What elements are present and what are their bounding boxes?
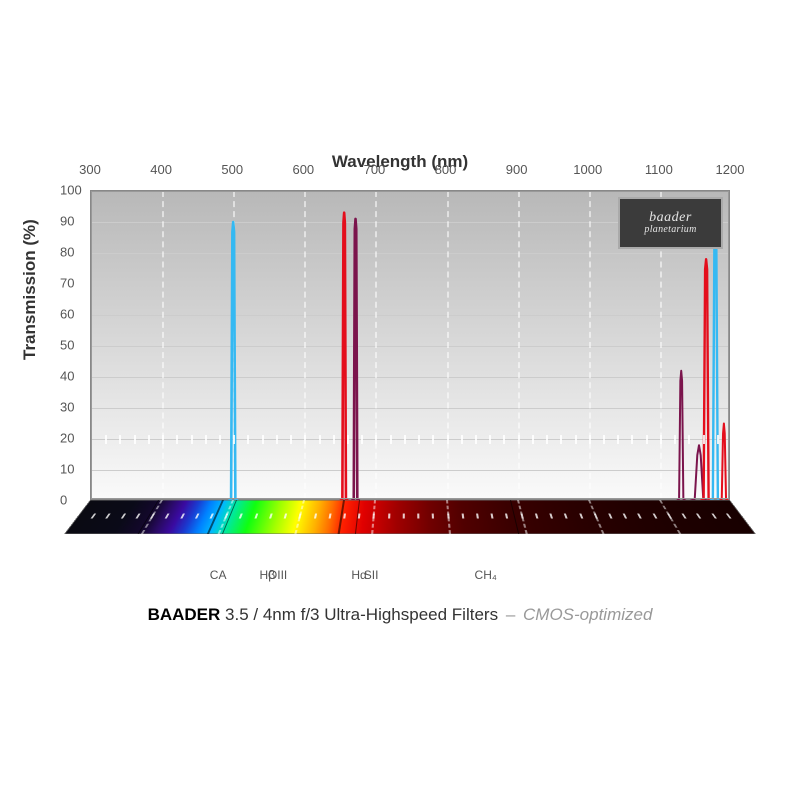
x-tick-label: 1000 xyxy=(573,162,602,177)
wall-minor-tick xyxy=(105,435,107,444)
emission-line xyxy=(137,500,159,534)
wall-minor-tick xyxy=(503,435,505,444)
chart-area: baader planetarium 300400500600700800900… xyxy=(90,190,730,530)
brand-logo: baader planetarium xyxy=(618,197,723,249)
wall-minor-tick xyxy=(347,435,349,444)
wall-minor-tick xyxy=(489,435,491,444)
spectrum-label: SII xyxy=(364,568,379,582)
logo-line2: planetarium xyxy=(644,225,696,236)
wall-minor-tick xyxy=(447,435,449,444)
peak-OIII xyxy=(229,222,238,501)
caption: BAADER 3.5 / 4nm f/3 Ultra-Highspeed Fil… xyxy=(148,605,653,625)
y-tick-label: 90 xyxy=(60,214,74,229)
wall-minor-tick xyxy=(703,435,705,444)
wall-minor-tick xyxy=(560,435,562,444)
wall-minor-tick xyxy=(688,435,690,444)
wall-minor-tick xyxy=(290,435,292,444)
floor-minor-tick xyxy=(373,514,375,519)
wall-minor-tick xyxy=(432,435,434,444)
y-tick-label: 40 xyxy=(60,369,74,384)
wall-minor-tick xyxy=(404,435,406,444)
wall-minor-tick xyxy=(674,435,676,444)
x-tick-label: 1100 xyxy=(645,162,673,177)
peak-Ha xyxy=(340,213,348,501)
y-tick-label: 50 xyxy=(60,338,74,353)
peak-Ha_ir xyxy=(701,259,712,501)
wall-minor-tick xyxy=(589,435,591,444)
floor-minor-tick xyxy=(388,514,390,519)
wall-minor-tick xyxy=(134,435,136,444)
peak-SII xyxy=(352,219,360,501)
floor-minor-tick xyxy=(447,514,450,519)
x-tick-label: 900 xyxy=(506,162,528,177)
caption-sub: CMOS-optimized xyxy=(523,605,652,624)
x-tick-label: 400 xyxy=(150,162,172,177)
floor-minor-tick xyxy=(432,514,434,519)
wall-minor-tick xyxy=(176,435,178,444)
wall-minor-tick xyxy=(532,435,534,444)
wall-minor-tick xyxy=(390,435,392,444)
plot-wall: baader planetarium xyxy=(90,190,730,500)
y-axis-title: Transmission (%) xyxy=(20,219,40,360)
wall-minor-tick xyxy=(119,435,121,444)
wall-minor-tick xyxy=(162,435,164,444)
wall-minor-tick xyxy=(276,435,278,444)
peak-Ha_ir2 xyxy=(719,424,728,502)
wall-minor-tick xyxy=(617,435,619,444)
y-tick-label: 30 xyxy=(60,400,74,415)
x-tick-label: 800 xyxy=(435,162,457,177)
wall-minor-tick xyxy=(518,435,520,444)
x-tick-label: 600 xyxy=(292,162,314,177)
wall-minor-tick xyxy=(205,435,207,444)
wall-minor-tick xyxy=(646,435,648,444)
caption-main: 3.5 / 4nm f/3 Ultra-Highspeed Filters xyxy=(220,605,498,624)
y-tick-label: 60 xyxy=(60,307,74,322)
wall-minor-tick xyxy=(418,435,420,444)
wall-minor-tick xyxy=(262,435,264,444)
wall-minor-tick xyxy=(575,435,577,444)
wall-minor-tick xyxy=(247,435,249,444)
wall-minor-tick xyxy=(304,435,306,444)
y-tick-label: 0 xyxy=(60,493,67,508)
wall-minor-tick xyxy=(361,435,363,444)
peak-SII_ir2 xyxy=(690,445,709,501)
x-tick-label: 300 xyxy=(79,162,101,177)
caption-dash: – xyxy=(506,605,515,624)
wall-minor-tick xyxy=(546,435,548,444)
wall-minor-tick xyxy=(375,435,377,444)
y-tick-label: 70 xyxy=(60,276,74,291)
y-tick-label: 20 xyxy=(60,431,74,446)
wall-minor-tick xyxy=(475,435,477,444)
y-tick-label: 10 xyxy=(60,462,74,477)
floor-minor-tick xyxy=(417,514,419,519)
caption-brand: BAADER xyxy=(148,605,221,624)
wall-minor-tick xyxy=(631,435,633,444)
y-tick-label: 80 xyxy=(60,245,74,260)
wall-minor-tick xyxy=(233,435,235,444)
wall-minor-tick xyxy=(717,435,719,444)
spectrum-label: CH₄ xyxy=(475,568,497,582)
spectrum-label: OIII xyxy=(268,568,287,582)
floor-minor-tick xyxy=(403,514,405,519)
spectrum-label: CA xyxy=(210,568,227,582)
wall-minor-tick xyxy=(603,435,605,444)
wall-minor-tick xyxy=(191,435,193,444)
x-tick-label: 500 xyxy=(221,162,243,177)
peak-SII_ir1 xyxy=(677,371,686,501)
floor-minor-tick xyxy=(461,514,464,519)
peak-OIII_ir xyxy=(710,238,721,502)
x-tick-label: 1200 xyxy=(716,162,745,177)
wall-minor-tick xyxy=(461,435,463,444)
wall-minor-tick xyxy=(148,435,150,444)
y-tick-label: 100 xyxy=(60,183,82,198)
x-tick-label: 700 xyxy=(364,162,386,177)
spectrum-floor xyxy=(64,500,756,534)
wall-minor-tick xyxy=(333,435,335,444)
wall-minor-tick xyxy=(319,435,321,444)
wall-minor-tick xyxy=(219,435,221,444)
wall-minor-tick xyxy=(660,435,662,444)
